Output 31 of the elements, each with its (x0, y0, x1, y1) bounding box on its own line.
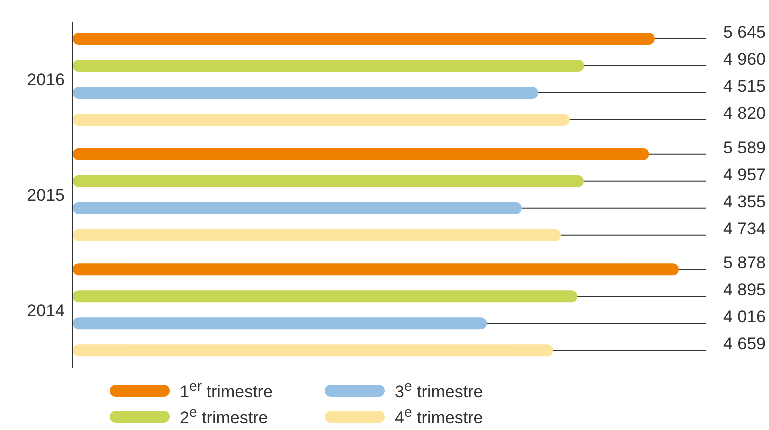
data-label: 4 957 (723, 165, 766, 184)
data-label: 4 659 (723, 334, 766, 354)
y-tick-label: 2016 (27, 70, 65, 90)
legend-label: 3$^{e}$ trimestre (395, 379, 484, 403)
y-tick-label: 2014 (27, 301, 65, 320)
legend-label: 2$^{e}$ trimestre (180, 405, 268, 429)
bar (73, 33, 655, 45)
data-label: 4 355 (723, 192, 766, 212)
data-label: 4 734 (723, 219, 766, 238)
data-label: 5 878 (723, 254, 766, 273)
legend-label: 1$^{er}$ trimestre (180, 379, 273, 403)
bar (73, 114, 570, 126)
data-label: 4 515 (723, 77, 766, 96)
data-label: 5 645 (723, 23, 766, 42)
y-tick-label: 2015 (27, 186, 65, 206)
data-label: 4 895 (723, 280, 766, 300)
data-label: 4 820 (723, 104, 766, 123)
bar (73, 87, 538, 99)
bar (73, 148, 650, 160)
bar (73, 229, 562, 242)
bar (73, 60, 584, 72)
bar (73, 264, 679, 276)
data-label: 4 016 (723, 308, 766, 327)
bar (73, 202, 522, 214)
data-label: 5 589 (723, 138, 766, 158)
bar (73, 175, 584, 188)
bar (73, 290, 578, 303)
data-label: 4 960 (723, 50, 766, 69)
bar (73, 318, 488, 330)
legend-label: 4$^{e}$ trimestre (395, 405, 484, 429)
bar (73, 344, 554, 357)
